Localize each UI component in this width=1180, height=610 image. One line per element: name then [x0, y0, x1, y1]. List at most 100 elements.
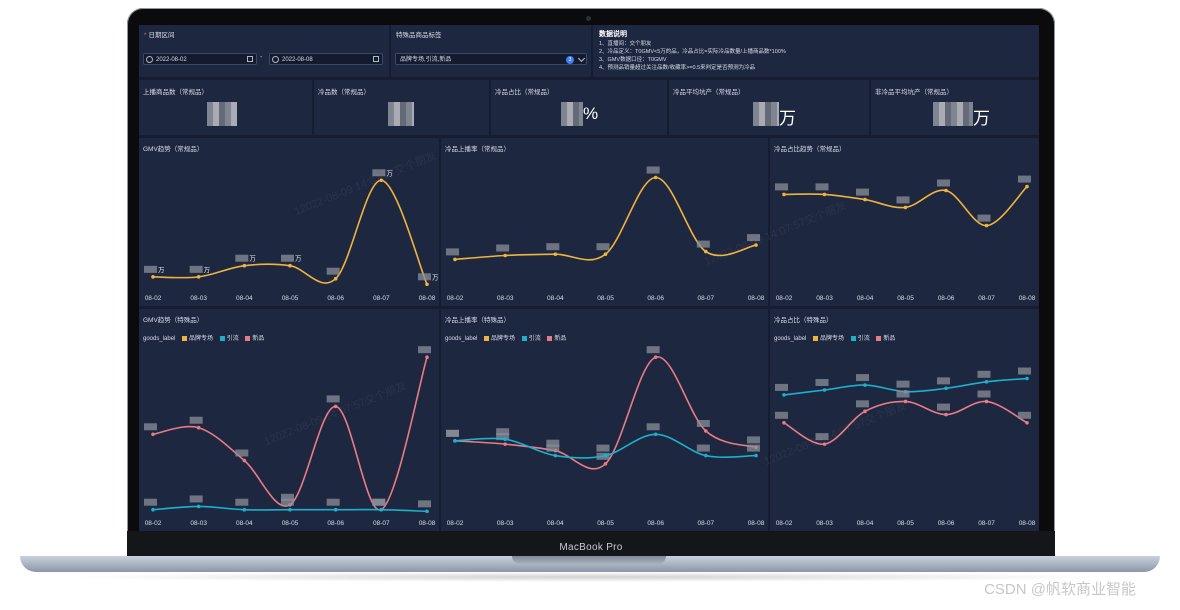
chevron-down-icon[interactable]: [577, 54, 586, 63]
masked-data-label: [747, 234, 760, 242]
masked-value: [753, 102, 779, 126]
legend-swatch: [850, 335, 856, 341]
data-point: [822, 192, 827, 197]
masked-data-label: [596, 444, 610, 452]
data-point: [822, 388, 827, 392]
legend-swatch: [182, 335, 188, 341]
masked-data-label: [937, 403, 950, 411]
legend-swatch: [813, 335, 819, 341]
masked-data-label: [144, 423, 157, 431]
data-point: [944, 412, 948, 417]
data-point: [425, 509, 429, 514]
masked-data-label: [235, 254, 249, 262]
data-point: [503, 442, 507, 446]
x-tick-label: 08-08: [1019, 295, 1036, 302]
masked-data-label: [815, 183, 829, 191]
note-line: 4、预测品销量超过关注品数/收藏率>=0.5来判定是否预测为冷品: [599, 65, 756, 71]
masked-data-label: [856, 188, 869, 196]
legend-swatch: [484, 335, 490, 341]
masked-data-label: [646, 346, 660, 354]
masked-data-label: [144, 265, 157, 273]
notes-title: 数据说明: [599, 31, 627, 38]
calendar-icon[interactable]: [373, 56, 379, 62]
data-point: [453, 439, 457, 443]
masked-data-label: [235, 498, 249, 506]
x-tick-label: 08-07: [373, 295, 390, 302]
data-point: [984, 380, 989, 384]
x-tick-label: 08-02: [447, 295, 464, 302]
data-label-unit: 万: [204, 266, 211, 274]
data-point: [242, 458, 247, 463]
masked-data-label: [1018, 411, 1031, 419]
chart-gmv-special: GMV趋势（特殊品） goods_label 品牌专场 引流 新品 08-02 0…: [139, 309, 439, 531]
data-point: [782, 421, 786, 425]
data-point: [984, 223, 989, 228]
note-line: 2、冷品定义：T0GMV<5万的品，冷品占比=实际冷品数量/上播商品数*100%: [599, 49, 786, 55]
chart-cold-share-special: 冷品占比（特殊品） goods_label 品牌专场 引流 新品 08-02 08…: [770, 309, 1039, 531]
data-point: [603, 453, 608, 458]
date-filter-panel: * 日期区间 2022-08-02 - 2022-08-08: [139, 25, 389, 77]
x-tick-label: 08-07: [698, 520, 715, 527]
x-tick-label: 08-02: [145, 520, 162, 527]
masked-data-label: [446, 248, 459, 256]
data-point: [425, 282, 429, 287]
masked-data-label: [646, 166, 660, 174]
camera-icon: [586, 16, 591, 21]
x-tick-label: 08-05: [597, 295, 614, 302]
data-point: [944, 188, 948, 193]
calendar-icon[interactable]: [247, 56, 253, 62]
x-tick-label: 08-02: [776, 295, 793, 302]
clock-icon: [146, 56, 153, 63]
end-date-input[interactable]: 2022-08-08: [269, 53, 383, 65]
chart-title: 冷品占比趋势（常规品）: [774, 146, 846, 153]
data-point: [863, 383, 867, 387]
chart-cold-rate-regular: 冷品上播率（常规品） 08-02 08-03 08-04 08-05 08-06 08-0…: [441, 138, 768, 306]
masked-data-label: [775, 383, 788, 391]
x-tick-label: 08-04: [236, 520, 253, 527]
masked-data-label: [546, 243, 560, 251]
data-point: [196, 504, 201, 509]
date-range-label: * 日期区间: [144, 32, 175, 39]
x-tick-label: 08-05: [897, 295, 914, 302]
data-point: [196, 425, 201, 430]
laptop-shadow: [60, 572, 1120, 582]
masked-value: [207, 102, 237, 126]
tag-select[interactable]: 品牌专场,引流,新品 3: [395, 53, 587, 65]
masked-data-label: [646, 423, 660, 431]
kpi-unit: 万: [973, 109, 990, 128]
laptop-notch: [512, 556, 666, 564]
dashboard-screen: * 日期区间 2022-08-02 - 2022-08-08 特殊品商品标签 品牌…: [139, 25, 1039, 531]
data-point: [333, 404, 338, 409]
tag-filter-label: 特殊品商品标签: [396, 32, 442, 39]
data-point: [754, 243, 758, 247]
data-point: [425, 355, 429, 359]
x-tick-label: 08-05: [282, 520, 299, 527]
data-point: [653, 355, 658, 359]
masked-data-label: [696, 240, 710, 248]
legend-swatch: [245, 335, 251, 341]
x-tick-label: 08-07: [978, 295, 995, 302]
masked-data-label: [977, 214, 991, 222]
chart-cold-share-regular: 冷品占比趋势（常规品） 08-02 08-03 08-04 08-05 08-06 08-…: [770, 138, 1039, 306]
masked-data-label: [496, 428, 510, 436]
tag-count-badge: 3: [566, 56, 574, 64]
line-chart: 08-02 08-03 08-04 08-05 08-06 08-07 08-08万 万万 万万…: [144, 169, 439, 302]
chart-legend: goods_label 品牌专场 引流 新品: [143, 335, 265, 342]
x-tick-label: 08-02: [145, 295, 162, 302]
x-tick-label: 08-06: [327, 520, 344, 527]
masked-data-label: [326, 498, 340, 506]
data-point: [553, 252, 558, 256]
data-point: [333, 276, 338, 281]
data-point: [653, 432, 658, 437]
masked-data-label: [937, 377, 950, 385]
masked-data-label: [747, 444, 760, 452]
masked-data-label: [372, 169, 386, 177]
start-date-input[interactable]: 2022-08-02: [143, 53, 257, 65]
masked-data-label: [372, 498, 386, 506]
data-point: [379, 178, 384, 183]
chart-title: 冷品上播率（常规品）: [445, 146, 510, 153]
line-chart: 08-02 08-03 08-04 08-05 08-06 08-07 08-08: [144, 346, 436, 527]
kpi-card: 冷品平均坑产（常规品） 万: [669, 80, 869, 135]
masked-data-label: [856, 400, 869, 408]
data-point: [782, 393, 786, 397]
